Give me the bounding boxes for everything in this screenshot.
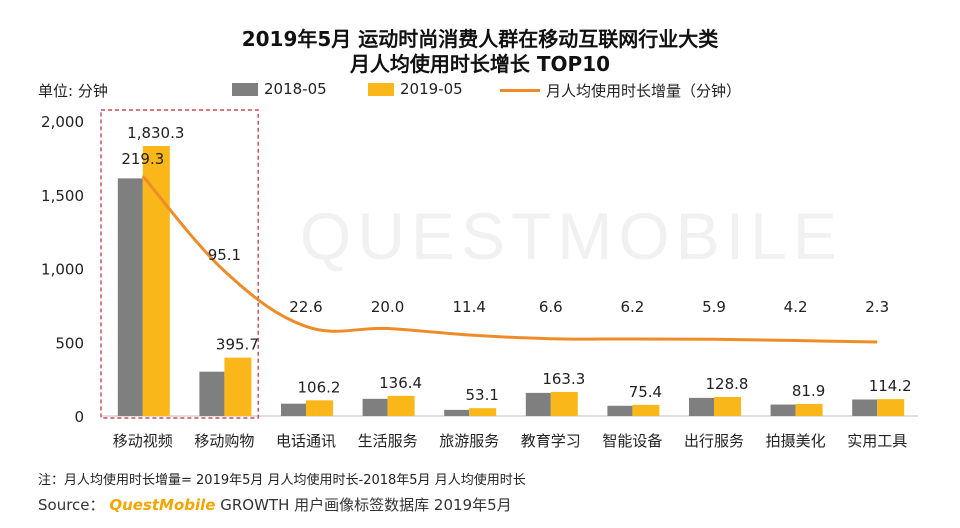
increment-label: 6.6 (539, 298, 563, 316)
x-tick-label: 移动视频 (113, 432, 173, 450)
legend-label-2019: 2019-05 (400, 80, 463, 98)
increment-label: 4.2 (784, 298, 808, 316)
bar-2018-05 (362, 398, 388, 416)
increment-label: 95.1 (208, 246, 241, 264)
bar-2018-05 (525, 392, 551, 416)
bar-2019-05-label: 53.1 (465, 386, 498, 404)
unit-label: 单位: 分钟 (38, 82, 108, 100)
bar-2019-05 (142, 146, 170, 416)
bar-2019-05-label: 163.3 (542, 370, 585, 388)
bar-2018-05 (607, 405, 633, 416)
bar-2019-05 (877, 399, 905, 416)
y-tick-label: 0 (74, 408, 84, 426)
legend-label-2018: 2018-05 (264, 80, 327, 98)
bar-2018-05 (117, 178, 143, 416)
bar-2018-05 (281, 403, 306, 416)
x-tick-label: 拍摄美化 (766, 432, 826, 450)
increment-label: 6.2 (620, 298, 644, 316)
bar-2019-05 (469, 408, 497, 416)
increment-label: 219.3 (121, 150, 164, 168)
bar-2019-05-label: 1,830.3 (127, 124, 184, 142)
source-brand: QuestMobile (109, 496, 216, 514)
legend-item-2019: 2019-05 (368, 80, 463, 98)
highlight-box (100, 109, 259, 419)
x-tick-label: 教育学习 (521, 432, 581, 450)
legend-label-increment: 月人均使用时长增量（分钟） (546, 82, 742, 100)
bar-2019-05-label: 136.4 (379, 374, 422, 392)
x-tick-label: 实用工具 (847, 432, 907, 450)
bar-2019-05-label: 75.4 (629, 383, 662, 401)
bar-2019-05 (306, 400, 333, 416)
bar-2018-05 (852, 399, 878, 416)
chart-title: 2019年5月 运动时尚消费人群在移动互联网行业大类 (241, 27, 719, 51)
bar-2018-05 (770, 404, 796, 416)
increment-label: 22.6 (289, 298, 322, 316)
bar-2019-05 (387, 395, 415, 416)
bar-2019-05 (632, 404, 660, 416)
bar-2018-05 (689, 397, 714, 416)
source-suffix: GROWTH 用户画像标签数据库 2019年5月 (220, 496, 512, 514)
x-tick-label: 电话通讯 (276, 432, 336, 450)
increment-label: 11.4 (452, 298, 485, 316)
legend-swatch-2019 (368, 82, 394, 96)
footnote: 注：月人均使用时长增量= 2019年5月 月人均使用时长-2018年5月 月人均… (38, 473, 526, 488)
source-line: Source： QuestMobile GROWTH 用户画像标签数据库 201… (38, 494, 512, 515)
x-tick-label: 出行服务 (684, 432, 744, 450)
bar-2018-05 (444, 409, 470, 416)
y-tick-label: 2,000 (41, 113, 84, 131)
source-prefix: Source： (38, 496, 105, 514)
chart-subtitle: 月人均使用时长增长 TOP10 (349, 52, 611, 76)
bar-2019-05 (795, 403, 823, 416)
legend-line-increment (500, 89, 540, 92)
bar-2019-05 (550, 391, 578, 416)
watermark: QUESTMOBILE (300, 199, 843, 273)
increment-line (141, 175, 878, 344)
increment-label: 2.3 (865, 298, 889, 316)
bar-2019-05-label: 114.2 (869, 377, 912, 395)
y-tick-label: 500 (55, 334, 84, 352)
x-tick-label: 智能设备 (602, 432, 662, 450)
increment-label: 20.0 (371, 298, 404, 316)
legend-item-2018: 2018-05 (232, 80, 327, 98)
y-tick-label: 1,500 (41, 187, 84, 205)
bar-2019-05-label: 128.8 (706, 375, 749, 393)
legend-swatch-2018 (232, 82, 258, 96)
x-tick-label: 移动购物 (194, 432, 254, 450)
bar-2019-05-label: 81.9 (792, 382, 825, 400)
y-tick-label: 1,000 (41, 261, 84, 279)
bar-2019-05-label: 106.2 (298, 378, 341, 396)
x-tick-label: 旅游服务 (439, 432, 499, 450)
x-tick-label: 生活服务 (358, 432, 418, 450)
bar-2019-05 (714, 397, 741, 416)
legend-item-increment: 月人均使用时长增量（分钟） (500, 80, 741, 101)
bar-2019-05-label: 395.7 (216, 336, 259, 354)
bar-2018-05 (199, 371, 225, 416)
increment-label: 5.9 (702, 298, 726, 316)
bar-2019-05 (224, 357, 252, 416)
